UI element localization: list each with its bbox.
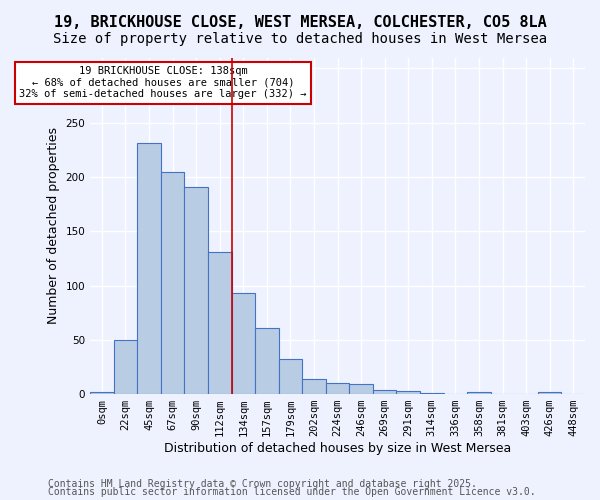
Bar [184,186,208,394]
Bar [255,328,278,394]
Bar [278,360,302,394]
Text: Contains public sector information licensed under the Open Government Licence v3: Contains public sector information licen… [48,487,536,497]
Bar [302,379,326,394]
Bar [349,384,373,394]
Bar [232,293,255,394]
Bar [161,172,184,394]
Y-axis label: Number of detached properties: Number of detached properties [47,128,60,324]
Bar [467,392,491,394]
Text: 19, BRICKHOUSE CLOSE, WEST MERSEA, COLCHESTER, CO5 8LA: 19, BRICKHOUSE CLOSE, WEST MERSEA, COLCH… [53,15,547,30]
Bar [208,252,232,394]
Text: 19 BRICKHOUSE CLOSE: 138sqm
← 68% of detached houses are smaller (704)
32% of se: 19 BRICKHOUSE CLOSE: 138sqm ← 68% of det… [19,66,307,100]
Bar [420,393,443,394]
Bar [326,383,349,394]
Bar [538,392,562,394]
Bar [113,340,137,394]
Bar [373,390,397,394]
Text: Size of property relative to detached houses in West Mersea: Size of property relative to detached ho… [53,32,547,46]
Bar [137,144,161,394]
Bar [397,391,420,394]
X-axis label: Distribution of detached houses by size in West Mersea: Distribution of detached houses by size … [164,442,511,455]
Text: Contains HM Land Registry data © Crown copyright and database right 2025.: Contains HM Land Registry data © Crown c… [48,479,477,489]
Bar [90,392,113,394]
